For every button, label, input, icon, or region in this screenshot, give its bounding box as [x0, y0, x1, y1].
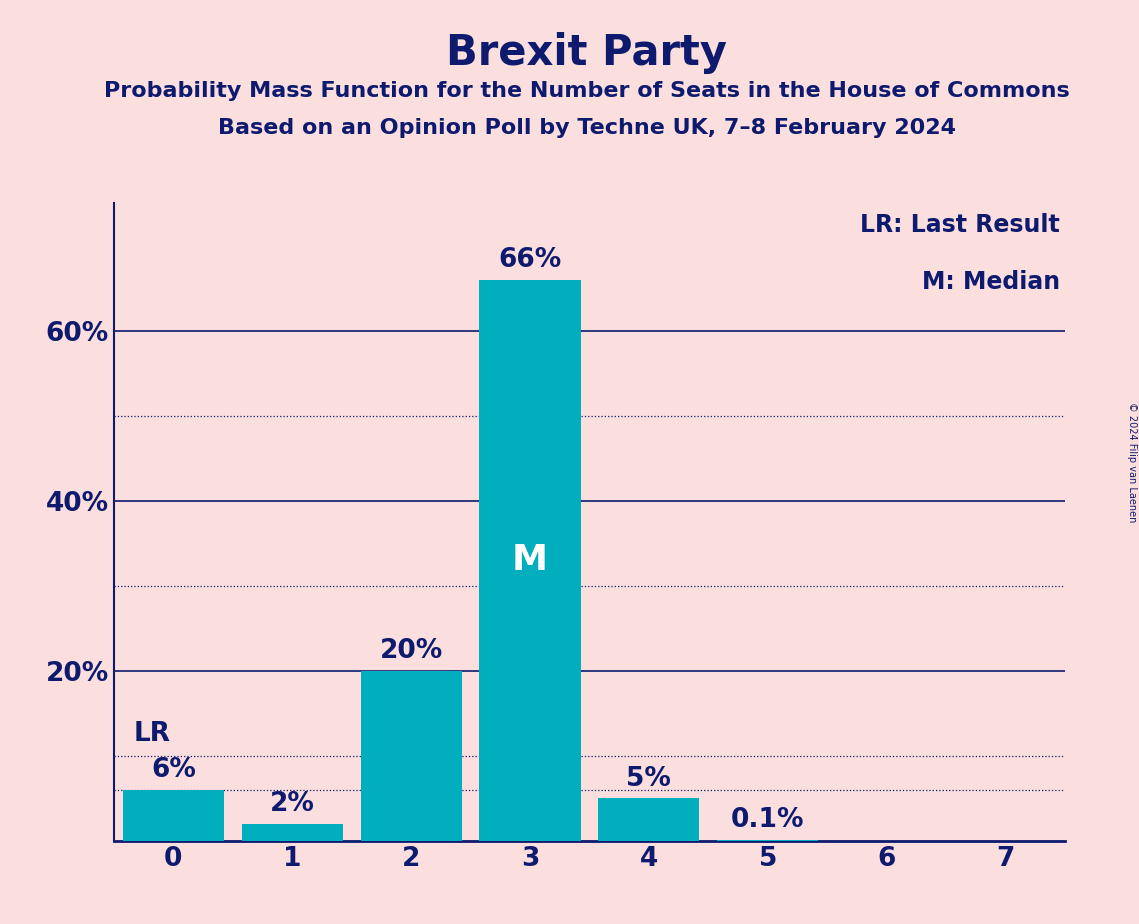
Text: LR: Last Result: LR: Last Result: [860, 213, 1060, 237]
Bar: [123, 790, 224, 841]
Text: 0.1%: 0.1%: [731, 808, 804, 833]
Text: Based on an Opinion Poll by Techne UK, 7–8 February 2024: Based on an Opinion Poll by Techne UK, 7…: [218, 118, 956, 139]
Text: 2%: 2%: [270, 791, 314, 817]
Text: 20%: 20%: [379, 638, 443, 664]
Bar: [361, 671, 461, 841]
Text: 6%: 6%: [150, 757, 196, 783]
Text: Brexit Party: Brexit Party: [446, 32, 727, 74]
Text: 66%: 66%: [499, 247, 562, 273]
Text: M: Median: M: Median: [923, 270, 1060, 294]
Bar: [480, 280, 581, 841]
Text: 5%: 5%: [626, 766, 671, 792]
Text: © 2024 Filip van Laenen: © 2024 Filip van Laenen: [1126, 402, 1137, 522]
Text: LR: LR: [133, 722, 171, 748]
Bar: [598, 798, 699, 841]
Text: M: M: [513, 543, 548, 578]
Text: Probability Mass Function for the Number of Seats in the House of Commons: Probability Mass Function for the Number…: [104, 81, 1070, 102]
Bar: [241, 824, 343, 841]
